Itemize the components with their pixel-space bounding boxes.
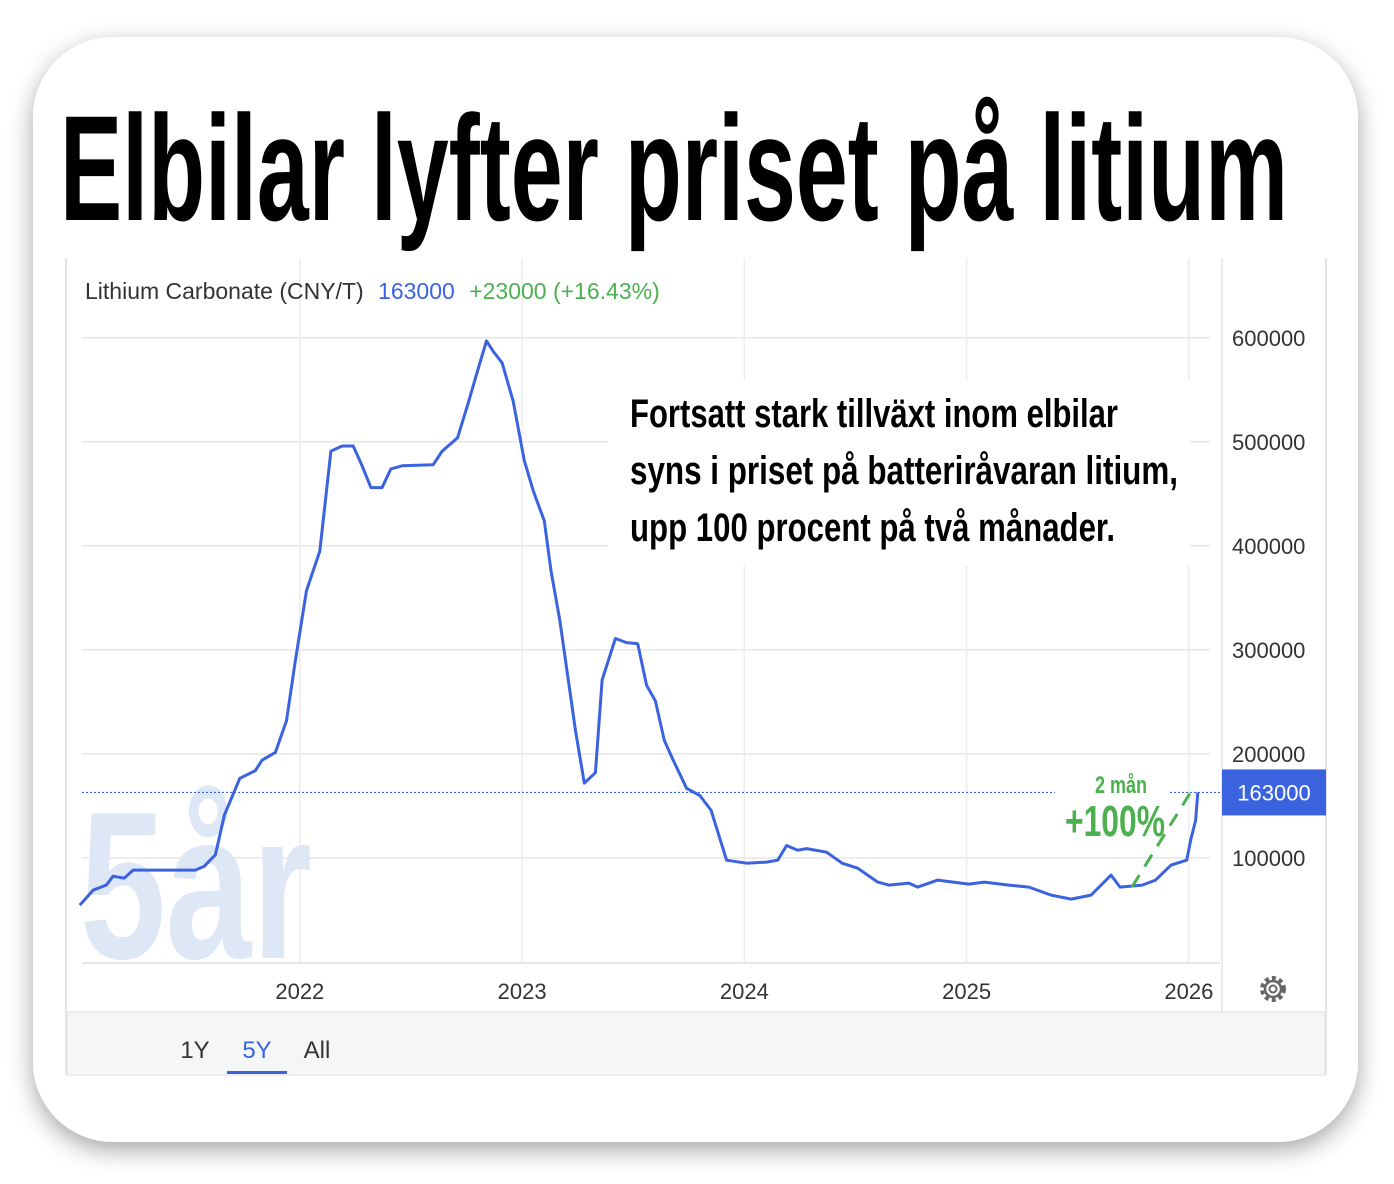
range-button[interactable]: 5Y [242, 1037, 271, 1064]
range-bar [66, 1011, 1326, 1076]
header: Lithium Carbonate (CNY/T) 163000 +23000 … [85, 278, 660, 304]
callout-period: 2 mån [1095, 772, 1147, 799]
annotation: upp 100 procent på två månader. [630, 506, 1115, 550]
price: 163000 [378, 278, 455, 304]
annotation: Fortsatt stark tillväxt inom elbilar [630, 392, 1118, 436]
card [33, 37, 1358, 1142]
callout-line [1130, 789, 1194, 888]
y-tick-label: 500000 [1232, 430, 1305, 455]
x-tick-label: 2024 [720, 979, 769, 1004]
y-tick-label: 300000 [1232, 638, 1305, 663]
range-underline [227, 1071, 287, 1074]
price-tag-label: 163000 [1237, 780, 1310, 805]
annotation-box [608, 380, 1190, 566]
series-name: Lithium Carbonate (CNY/T) [85, 278, 364, 304]
y-tick-label: 200000 [1232, 742, 1305, 767]
x-tick-label: 2025 [942, 979, 991, 1004]
callout-change: +100% [1065, 797, 1165, 846]
line-series [78, 339, 1200, 907]
watermark: 5år [80, 768, 312, 1003]
x-tick-label: 2023 [498, 979, 547, 1004]
x-tick-label: 2022 [275, 979, 324, 1004]
range-button[interactable]: 1Y [180, 1037, 209, 1064]
title: Elbilar lyfter priset på litium [60, 84, 1288, 252]
settings-icon[interactable] [1260, 976, 1286, 1002]
annotation: syns i priset på batteriråvaran litium, [630, 449, 1178, 493]
range-button[interactable]: All [304, 1037, 331, 1064]
y-tick-label: 100000 [1232, 846, 1305, 871]
y-tick-label: 400000 [1232, 534, 1305, 559]
x-tick-label: 2026 [1164, 979, 1213, 1004]
price-tag [1222, 769, 1326, 816]
change: +23000 (+16.43%) [469, 278, 660, 304]
y-tick-label: 600000 [1232, 326, 1305, 351]
